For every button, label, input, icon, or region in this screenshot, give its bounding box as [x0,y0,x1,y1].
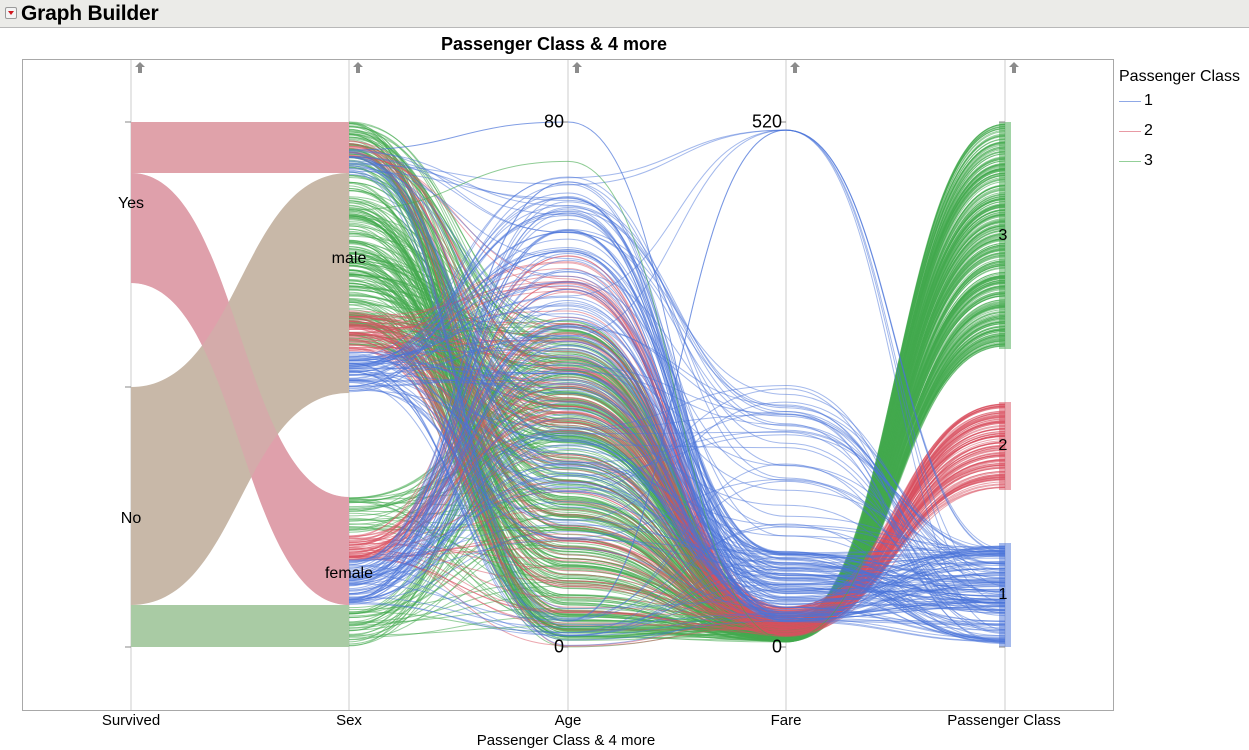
reorder-arrow-icon[interactable] [572,62,582,73]
category-label-class-1: 1 [998,586,1008,603]
legend-line-icon [1119,160,1141,162]
category-label-yes: Yes [117,195,145,212]
category-label-female: female [324,565,374,582]
category-label-no: No [120,510,142,527]
tick-label-age-max: 80 [543,111,564,132]
ribbon [131,605,349,647]
axis-label-passenger-class[interactable]: Passenger Class [947,712,1061,729]
title-bar: Graph Builder [0,0,1249,28]
tick-label-fare-max: 520 [751,111,782,132]
category-bar[interactable] [999,543,1011,647]
legend-line-icon [1119,100,1141,102]
category-label-class-2: 2 [998,437,1008,454]
ribbon [131,122,349,173]
category-label-male: male [331,250,367,267]
chart-title[interactable]: Passenger Class & 4 more [440,34,668,54]
legend-item-2[interactable]: 2 [1119,116,1240,146]
legend-title: Passenger Class [1119,68,1240,85]
legend: Passenger Class 1 2 3 [1119,68,1240,176]
legend-line-icon [1119,130,1141,132]
x-axis-title[interactable]: Passenger Class & 4 more [476,732,656,749]
red-triangle-menu-icon[interactable] [5,7,17,19]
reorder-arrow-icon[interactable] [790,62,800,73]
axis-label-survived[interactable]: Survived [101,712,161,729]
legend-item-1[interactable]: 1 [1119,86,1240,116]
ribbon [131,173,349,605]
reorder-arrow-icon[interactable] [135,62,145,73]
legend-item-3[interactable]: 3 [1119,146,1240,176]
data-lines [348,121,1006,648]
reorder-arrow-icon[interactable] [353,62,363,73]
axis-label-fare[interactable]: Fare [770,712,802,729]
app-title: Graph Builder [21,2,159,25]
axis-label-sex[interactable]: Sex [336,712,362,729]
category-label-class-3: 3 [998,226,1008,244]
reorder-arrow-icon[interactable] [1009,62,1019,73]
tick-label-age-min: 0 [553,636,564,657]
tick-label-fare-min: 0 [771,636,782,657]
category-bar[interactable] [999,402,1011,490]
category-bar[interactable] [999,122,1011,349]
axis-label-age[interactable]: Age [554,712,582,729]
